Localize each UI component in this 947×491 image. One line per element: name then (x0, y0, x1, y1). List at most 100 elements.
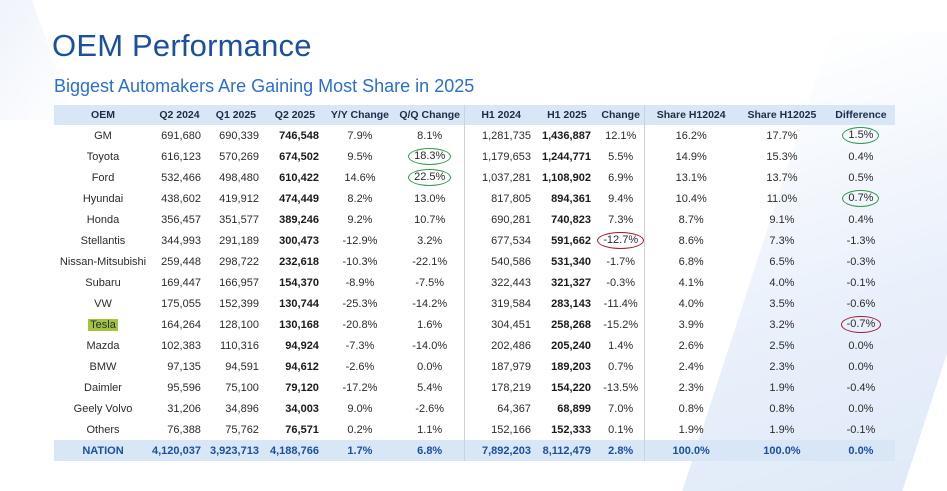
cell-h1-2025: 205,240 (537, 335, 597, 356)
cell-change: 0.7% (597, 356, 645, 377)
cell-value: 690,339 (219, 129, 259, 142)
cell-h1-2024: 1,179,653 (464, 146, 537, 167)
cell-value: 531,340 (551, 255, 591, 268)
cell-value: 12.1% (605, 129, 637, 142)
cell-value: 419,912 (219, 192, 259, 205)
cell-h1-2025: 531,340 (537, 251, 597, 272)
cell-value: 1.4% (608, 339, 634, 352)
cell-value: -0.1% (846, 276, 876, 289)
cell-value: 16.2% (675, 129, 707, 142)
cell-value: 344,993 (161, 234, 201, 247)
cell-value: -13.5% (603, 381, 639, 394)
col-header-qq-change: Q/Q Change (394, 105, 465, 125)
total-oem: NATION (54, 440, 152, 461)
cell-oem: Ford (54, 167, 152, 188)
cell-q2-2024: 691,680 (152, 125, 207, 146)
col-header-q1-2025: Q1 2025 (206, 105, 265, 125)
cell-q2-2024: 616,123 (152, 146, 207, 167)
cell-change: 12.1% (597, 125, 645, 146)
cell-q1-2025: 152,399 (207, 293, 265, 314)
col-header-difference: Difference (826, 105, 895, 125)
cell-oem: GM (54, 125, 152, 146)
cell-value: 94,591 (225, 360, 259, 373)
cell-value: -14.0% (412, 339, 448, 352)
cell-qq-change: -22.1% (395, 251, 465, 272)
cell-share-h1-2024: 14.9% (644, 146, 737, 167)
cell-qq-change: 1.1% (395, 419, 465, 440)
cell-value: 1,281,735 (482, 129, 531, 142)
cell-value: -0.3% (606, 276, 636, 289)
cell-share-h1-2025: 17.7% (737, 125, 827, 146)
cell-difference: 0.0% (827, 335, 895, 356)
cell-value: 0.0% (848, 339, 874, 352)
cell-value: 8.7% (678, 213, 704, 226)
cell-value: 351,577 (219, 213, 259, 226)
cell-value: 13.7% (766, 171, 798, 184)
cell-share-h1-2025: 1.9% (737, 377, 827, 398)
cell-value: -15.2% (603, 318, 639, 331)
cell-difference: 0.7% (827, 188, 895, 209)
cell-h1-2025: 189,203 (537, 356, 597, 377)
oem-name: GM (94, 129, 112, 142)
cell-value: 164,264 (161, 318, 201, 331)
oem-performance-table: OEM Q2 2024 Q1 2025 Q2 2025 Y/Y Change Q… (54, 105, 895, 461)
cell-value: -0.3% (846, 255, 876, 268)
oem-name: BMW (89, 360, 117, 373)
cell-value: 130,744 (279, 297, 319, 310)
cell-value: -7.5% (415, 276, 445, 289)
cell-q1-2025: 498,480 (207, 167, 265, 188)
cell-value: -0.6% (846, 297, 876, 310)
cell-qq-change: 18.3% (395, 146, 465, 167)
cell-yy-change: -20.8% (325, 314, 395, 335)
cell-h1-2025: 154,220 (537, 377, 597, 398)
cell-value: 110,316 (219, 339, 259, 352)
total-yy-change: 1.7% (324, 440, 395, 461)
cell-difference: 0.0% (827, 356, 895, 377)
cell-q2-2025: 34,003 (265, 398, 325, 419)
cell-share-h1-2024: 13.1% (644, 167, 737, 188)
cell-q2-2025: 130,744 (265, 293, 325, 314)
cell-value: 1.9% (769, 381, 795, 394)
cell-value: 31,206 (167, 402, 201, 415)
cell-q1-2025: 166,957 (207, 272, 265, 293)
cell-yy-change: -7.3% (325, 335, 395, 356)
cell-h1-2025: 68,899 (537, 398, 597, 419)
cell-value: 498,480 (219, 171, 259, 184)
table-row: Tesla 164,264 128,100 130,168 -20.8% 1.6% 304,… (54, 314, 895, 335)
cell-qq-change: 5.4% (395, 377, 465, 398)
cell-share-h1-2024: 2.4% (644, 356, 737, 377)
oem-name: Hyundai (82, 192, 124, 205)
cell-share-h1-2025: 13.7% (737, 167, 827, 188)
cell-q2-2024: 175,055 (152, 293, 207, 314)
cell-value: 389,246 (279, 213, 319, 226)
cell-h1-2024: 202,486 (464, 335, 537, 356)
cell-value: 152,333 (551, 423, 591, 436)
cell-value: 128,100 (219, 318, 259, 331)
cell-oem: Nissan-Mitsubishi (54, 251, 152, 272)
cell-value: -25.3% (342, 297, 378, 310)
cell-value: -1.7% (606, 255, 636, 268)
table-total-row: NATION 4,120,037 3,923,713 4,188,766 1.7… (54, 440, 895, 461)
cell-value: 154,220 (551, 381, 591, 394)
cell-value: 0.8% (678, 402, 704, 415)
cell-h1-2024: 677,534 (464, 230, 537, 251)
cell-q2-2024: 356,457 (152, 209, 207, 230)
table-row: Mazda 102,383 110,316 94,924 -7.3% -14.0% 202,… (54, 335, 895, 356)
cell-change: 5.5% (597, 146, 645, 167)
cell-share-h1-2025: 1.9% (737, 419, 827, 440)
cell-share-h1-2024: 8.7% (644, 209, 737, 230)
col-header-share-h1-2024: Share H12024 (644, 105, 737, 125)
cell-value: 2.4% (678, 360, 704, 373)
cell-value: 259,448 (161, 255, 201, 268)
highlight-circle-green: 22.5% (408, 169, 452, 186)
cell-change: -12.7% (597, 230, 645, 251)
table-row: Subaru 169,447 166,957 154,370 -8.9% -7.5% 322… (54, 272, 895, 293)
highlight-circle-green: 18.3% (408, 148, 452, 165)
cell-q2-2024: 169,447 (152, 272, 207, 293)
cell-value: 94,612 (285, 360, 319, 373)
cell-value: 76,388 (167, 423, 201, 436)
cell-value: 4.0% (678, 297, 704, 310)
cell-yy-change: 8.2% (325, 188, 395, 209)
col-header-q2-2024: Q2 2024 (152, 105, 207, 125)
cell-yy-change: -17.2% (325, 377, 395, 398)
